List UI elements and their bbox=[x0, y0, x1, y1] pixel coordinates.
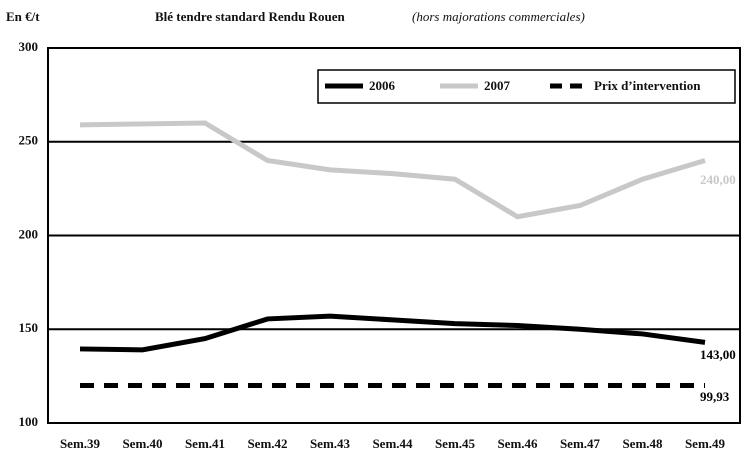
legend-label: 2006 bbox=[369, 78, 396, 93]
x-tick-label: Sem.44 bbox=[372, 436, 413, 451]
x-tick-label: Sem.39 bbox=[60, 436, 101, 451]
annotation: 240,00 bbox=[700, 172, 736, 187]
annotation: 99,93 bbox=[700, 389, 730, 404]
y-tick-label: 300 bbox=[19, 39, 39, 54]
chart-subtitle: (hors majorations commerciales) bbox=[412, 9, 585, 24]
x-tick-label: Sem.45 bbox=[435, 436, 476, 451]
x-tick-label: Sem.40 bbox=[122, 436, 162, 451]
x-tick-label: Sem.47 bbox=[560, 436, 601, 451]
x-tick-label: Sem.42 bbox=[247, 436, 287, 451]
chart-title: Blé tendre standard Rendu Rouen bbox=[155, 9, 346, 24]
x-tick-label: Sem.49 bbox=[685, 436, 726, 451]
y-tick-label: 250 bbox=[19, 133, 39, 148]
line-series bbox=[79, 313, 706, 353]
legend-label: Prix d’intervention bbox=[594, 78, 701, 93]
annotation: 143,00 bbox=[700, 347, 736, 362]
y-tick-label: 100 bbox=[19, 414, 39, 429]
y-tick-label: 200 bbox=[19, 226, 39, 241]
x-tick-label: Sem.48 bbox=[622, 436, 663, 451]
y-tick-label: 150 bbox=[19, 320, 39, 335]
legend-box bbox=[317, 69, 736, 104]
legend-label: 2007 bbox=[484, 78, 511, 93]
line-series bbox=[79, 120, 706, 220]
x-tick-label: Sem.43 bbox=[310, 436, 351, 451]
x-tick-label: Sem.46 bbox=[497, 436, 538, 451]
x-tick-label: Sem.41 bbox=[185, 436, 225, 451]
y-axis-label: En €/t bbox=[6, 9, 40, 24]
